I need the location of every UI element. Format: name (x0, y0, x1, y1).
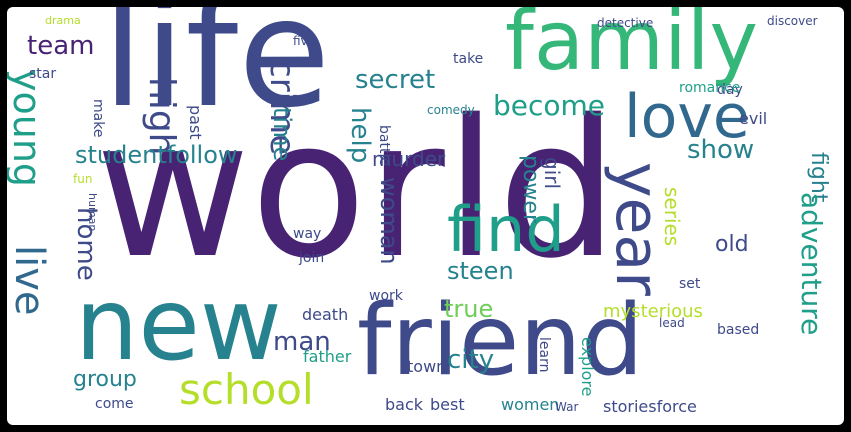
word-team: team (27, 31, 95, 61)
word-murder: murder (372, 147, 446, 171)
word-city: city (447, 345, 495, 375)
word-friend: friend (357, 284, 644, 398)
word-secret: secret (355, 65, 436, 95)
word-come: come (95, 396, 134, 412)
word-young: young (7, 69, 49, 188)
word-group: group (73, 367, 137, 392)
word-crime: crime (262, 59, 302, 156)
word-life: life (102, 7, 331, 141)
word-lead: lead (659, 316, 685, 330)
word-town: town (407, 357, 447, 376)
word-love: love (624, 82, 750, 152)
word-back: back (385, 395, 424, 414)
word-evil: evil (739, 109, 768, 128)
word-stories: storiesforce (603, 397, 697, 416)
word-death: death (302, 305, 349, 324)
word-school: school (179, 365, 314, 414)
word-woman: woman (375, 177, 403, 265)
word-make: make (90, 99, 106, 138)
word-become: become (493, 89, 606, 122)
word-work: work (369, 288, 403, 304)
word-live: live (7, 245, 52, 316)
word-studentfollow: studentfollow (75, 141, 238, 169)
word-five: five (293, 34, 316, 48)
word-adventure: adventure (795, 192, 828, 336)
word-home: home (71, 207, 101, 281)
word-girl: girl (540, 157, 564, 190)
word-learn: learn (536, 337, 552, 373)
word-year: year (602, 162, 672, 296)
word-based: based (717, 322, 760, 338)
word-fight: fight (806, 152, 831, 203)
word-time: time (268, 107, 296, 162)
word-romance: romance (679, 80, 741, 96)
word-detective: detective (597, 16, 654, 30)
word-high: high (141, 77, 182, 156)
word-family: family (505, 7, 759, 89)
word-take: take (453, 51, 484, 67)
word-mysterious: mysterious (603, 301, 703, 322)
word-comedy: comedy (427, 103, 475, 117)
word-way: way (293, 226, 322, 242)
word-day: day (717, 82, 743, 98)
word-best: best (430, 395, 465, 414)
word-old: old (715, 232, 749, 257)
word-man: man (273, 327, 331, 357)
word-discover: discover (767, 14, 818, 28)
word-show: show (687, 135, 755, 165)
word-series: series (660, 187, 684, 247)
word-battle: battle (376, 125, 392, 166)
word-drama: drama (45, 14, 81, 27)
word-star: star (29, 66, 57, 82)
word-human: human (86, 193, 99, 232)
word-help: help (345, 107, 375, 164)
word-war: War (555, 400, 579, 414)
word-set: set (679, 276, 701, 292)
word-fun: fun (73, 172, 93, 186)
word-explore: explore (578, 337, 597, 397)
word-power: power (518, 155, 543, 223)
word-steen: steen (447, 257, 514, 285)
word-find: find (447, 193, 565, 266)
word-new: new (75, 266, 282, 383)
word-true: true (444, 295, 494, 323)
word-women: women (501, 395, 560, 414)
word-cloud-canvas: world life family new friend find love y… (7, 7, 844, 425)
word-father: father (303, 347, 352, 366)
word-join: join (299, 250, 325, 266)
word-world: world (95, 79, 619, 300)
word-past: past (186, 105, 205, 140)
